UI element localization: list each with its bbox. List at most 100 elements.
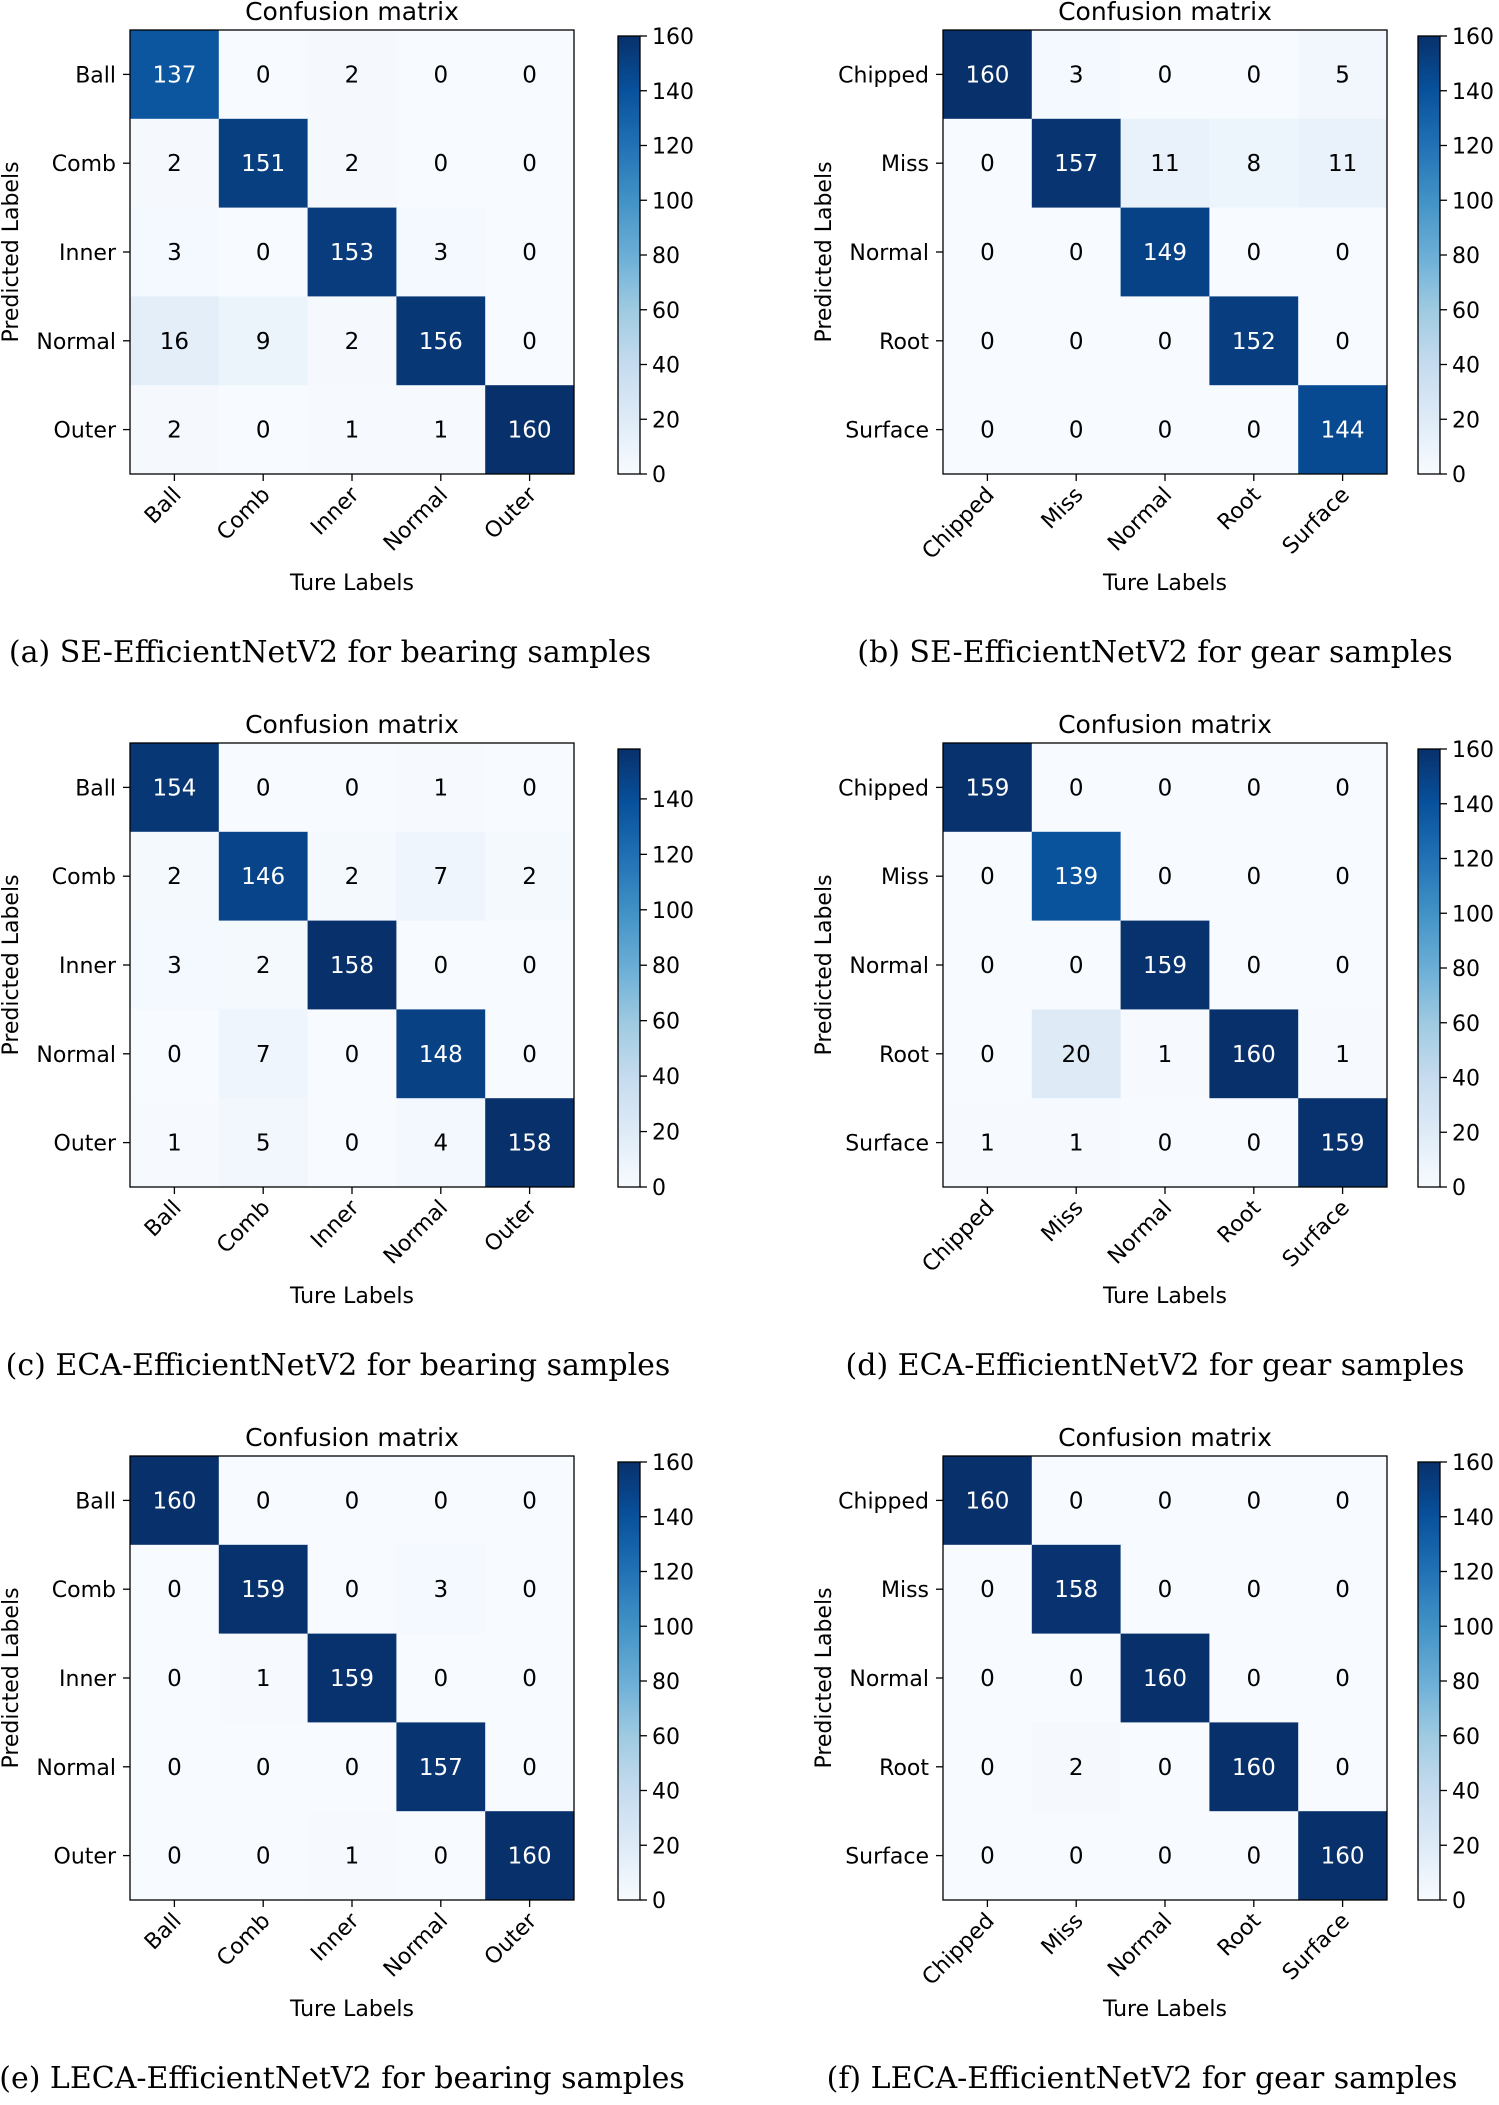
heatmap-cell [1209, 385, 1299, 475]
heatmap-cell [1031, 207, 1122, 297]
cell-value-label: 2 [522, 864, 537, 890]
heatmap-cell [1298, 1811, 1388, 1901]
cell-value-label: 5 [256, 1131, 271, 1157]
cell-value-label: 20 [1062, 1042, 1091, 1068]
cell-value-label: 1 [256, 1666, 271, 1692]
cell-value-label: 159 [1143, 953, 1187, 979]
heatmap-cell [1031, 1633, 1122, 1723]
y-tick-label: Chipped [838, 1489, 929, 1514]
heatmap-cell [130, 1009, 220, 1099]
colorbar-tick-label: 100 [1452, 902, 1494, 927]
heatmap-cell [1298, 1544, 1388, 1635]
cell-value-label: 160 [965, 1488, 1009, 1514]
cell-value-label: 1 [1069, 1131, 1084, 1157]
cell-value-label: 0 [1335, 864, 1350, 890]
heatmap-cell [130, 118, 220, 209]
heatmap-cell [943, 118, 1033, 209]
cell-value-label: 160 [508, 418, 552, 444]
colorbar-tick-label: 160 [1452, 738, 1494, 763]
heatmap-cell [485, 1009, 575, 1099]
y-axis-label: Predicted Labels [0, 1587, 24, 1768]
heatmap-cell [1120, 1544, 1210, 1635]
heatmap-cell [130, 1544, 220, 1635]
cell-value-label: 153 [330, 240, 374, 266]
heatmap-cell [307, 207, 397, 297]
cell-value-label: 160 [1232, 1755, 1276, 1781]
y-tick-label: Surface [845, 419, 929, 444]
heatmap-cell [218, 385, 309, 475]
cell-value-label: 0 [1246, 775, 1261, 801]
x-axis-label: Ture Labels [1102, 571, 1227, 596]
cell-value-label: 157 [419, 1755, 463, 1781]
heatmap-cell [1209, 1811, 1299, 1901]
x-tick-label: Comb [212, 483, 275, 546]
heatmap-cell [485, 1456, 575, 1546]
cell-value-label: 0 [1335, 953, 1350, 979]
heatmap-cell [1209, 1456, 1299, 1546]
cell-value-label: 0 [1335, 329, 1350, 355]
cell-value-label: 0 [522, 240, 537, 266]
heatmap-cell [396, 296, 486, 386]
heatmap-cell [1298, 1456, 1388, 1546]
cell-value-label: 154 [152, 775, 196, 801]
colorbar-tick-label: 80 [1452, 1670, 1480, 1695]
heatmap-cell [1031, 1722, 1122, 1812]
heatmap-cell [1209, 831, 1299, 922]
cell-value-label: 0 [433, 62, 448, 88]
colorbar [617, 35, 641, 475]
cell-value-label: 160 [965, 62, 1009, 88]
colorbar [617, 1461, 641, 1901]
heatmap-cell [1209, 1633, 1299, 1723]
cell-value-label: 0 [256, 62, 271, 88]
colorbar-tick-label: 80 [652, 954, 680, 979]
heatmap-cell [1209, 30, 1299, 120]
heatmap-cell [1209, 296, 1299, 386]
heatmap-cell [1031, 1544, 1122, 1635]
colorbar-tick-label: 80 [1452, 244, 1480, 269]
cell-value-label: 0 [522, 1577, 537, 1603]
heatmap-cell [1298, 1722, 1388, 1812]
cell-value-label: 160 [508, 1844, 552, 1870]
y-tick-label: Normal [36, 1756, 116, 1781]
cell-value-label: 0 [1069, 1666, 1084, 1692]
y-tick-label: Comb [52, 152, 116, 177]
cell-value-label: 0 [1069, 953, 1084, 979]
cell-value-label: 137 [152, 62, 196, 88]
y-axis-label: Predicted Labels [0, 874, 24, 1055]
heatmap-cell [943, 1456, 1033, 1546]
colorbar-tick-label: 80 [652, 244, 680, 269]
heatmap-cell [218, 1009, 309, 1099]
y-tick-label: Ball [75, 1489, 116, 1514]
colorbar-tick-label: 160 [652, 1451, 694, 1476]
heatmap-cell [307, 1633, 397, 1723]
heatmap-cell [1298, 1009, 1388, 1099]
x-tick-label: Ball [140, 1909, 187, 1956]
heatmap-cell [1031, 296, 1122, 386]
cell-value-label: 0 [256, 1844, 271, 1870]
colorbar-tick-label: 20 [1452, 1834, 1480, 1859]
heatmap-cell [1209, 118, 1299, 209]
colorbar-tick-label: 40 [1452, 1067, 1480, 1092]
heatmap-cell [1209, 1544, 1299, 1635]
heatmap-cell [307, 1544, 397, 1635]
y-tick-label: Outer [54, 1132, 117, 1157]
heatmap-cell [943, 385, 1033, 475]
cell-value-label: 11 [1150, 151, 1179, 177]
heatmap-cell [943, 1009, 1033, 1099]
y-tick-label: Root [879, 330, 929, 355]
panel-caption: (d) ECA-EfficientNetV2 for gear samples [846, 1348, 1465, 1383]
chart-title: Confusion matrix [245, 710, 459, 739]
cell-value-label: 159 [965, 775, 1009, 801]
y-tick-label: Comb [52, 865, 116, 890]
heatmap-cell [1120, 831, 1210, 922]
colorbar-tick-label: 60 [1452, 1725, 1480, 1750]
heatmap-cell [485, 1098, 575, 1188]
heatmap-cell [218, 1456, 309, 1546]
cell-value-label: 0 [980, 1577, 995, 1603]
heatmap-cell [218, 1544, 309, 1635]
heatmap-cell [396, 831, 486, 922]
cell-value-label: 0 [522, 1666, 537, 1692]
heatmap-cell [485, 1722, 575, 1812]
cell-value-label: 0 [980, 1755, 995, 1781]
heatmap-cell [1298, 207, 1388, 297]
